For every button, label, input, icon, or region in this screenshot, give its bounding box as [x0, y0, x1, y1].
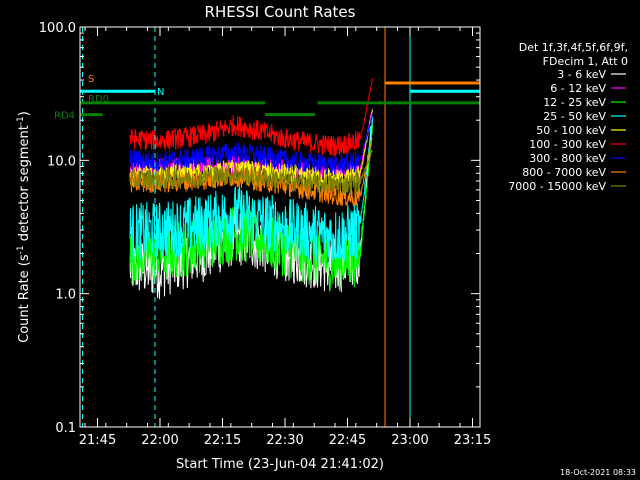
legend-entry-3: 25 - 50 keV [543, 110, 606, 123]
legend-entry-4: 50 - 100 keV [536, 124, 606, 137]
y-tick-label-1: 1.0 [55, 288, 76, 303]
legend-header-0: Det 1f,3f,4f,5f,6f,9f, [519, 41, 628, 54]
plot-content [129, 78, 373, 300]
y-axis-label-prefix: Count Rate (s [17, 254, 32, 343]
legend-entry-2: 12 - 25 keV [543, 96, 606, 109]
axis-ticks: 21:45 22:00 22:15 22:30 22:45 23:00 23:15 0.1 1.… [39, 21, 491, 448]
chart-title: RHESSI Count Rates [205, 3, 356, 21]
y-tick-label-0: 0.1 [55, 421, 76, 436]
legend-entry-6: 300 - 800 keV [529, 152, 606, 165]
flag-label-S: S [88, 74, 94, 85]
y-axis-label-sup2: -1 [16, 116, 26, 125]
y-axis-label-mid: detector segment [17, 125, 32, 245]
legend-entry-5: 100 - 300 keV [529, 138, 606, 151]
legend-entry-0: 3 - 6 keV [557, 68, 606, 81]
x-tick-label-1: 22:00 [141, 433, 178, 448]
y-tick-label-3: 100.0 [39, 21, 76, 36]
y-axis-label: Count Rate (s-1 detector segment-1) [16, 111, 32, 343]
legend-entry-8: 7000 - 15000 keV [508, 180, 606, 193]
legend-entry-7: 800 - 7000 keV [522, 166, 606, 179]
x-tick-label-4: 22:45 [329, 433, 366, 448]
x-tick-label-3: 22:30 [266, 433, 303, 448]
series-line-5 [129, 78, 373, 157]
flag-label-RD4: RD4 [54, 111, 75, 122]
footer-date: 18-Oct-2021 08:33 [560, 468, 636, 477]
x-axis-label: Start Time (23-Jun-04 21:41:02) [176, 457, 384, 472]
legend-header-1: FDecim 1, Att 0 [543, 55, 628, 68]
flag-label-RD0: RD0 [88, 94, 109, 105]
plot-frame [79, 26, 481, 428]
x-tick-label-2: 22:15 [204, 433, 241, 448]
x-tick-label-0: 21:45 [79, 433, 116, 448]
series-line-6 [129, 114, 373, 176]
x-tick-label-5: 23:00 [391, 433, 428, 448]
legend: Det 1f,3f,4f,5f,6f,9f,FDecim 1, Att 03 -… [508, 41, 628, 193]
y-tick-label-2: 10.0 [47, 154, 76, 169]
series-line-8 [129, 148, 373, 195]
y-axis-label-sup1: -1 [16, 245, 26, 254]
flag-label-N: N [157, 87, 164, 98]
legend-entry-1: 6 - 12 keV [550, 82, 606, 95]
plot-area: S N RD0 RD4 [54, 27, 481, 427]
y-axis-label-suffix: ) [17, 111, 32, 116]
x-tick-label-6: 23:15 [454, 433, 491, 448]
series-line-3 [129, 116, 373, 264]
